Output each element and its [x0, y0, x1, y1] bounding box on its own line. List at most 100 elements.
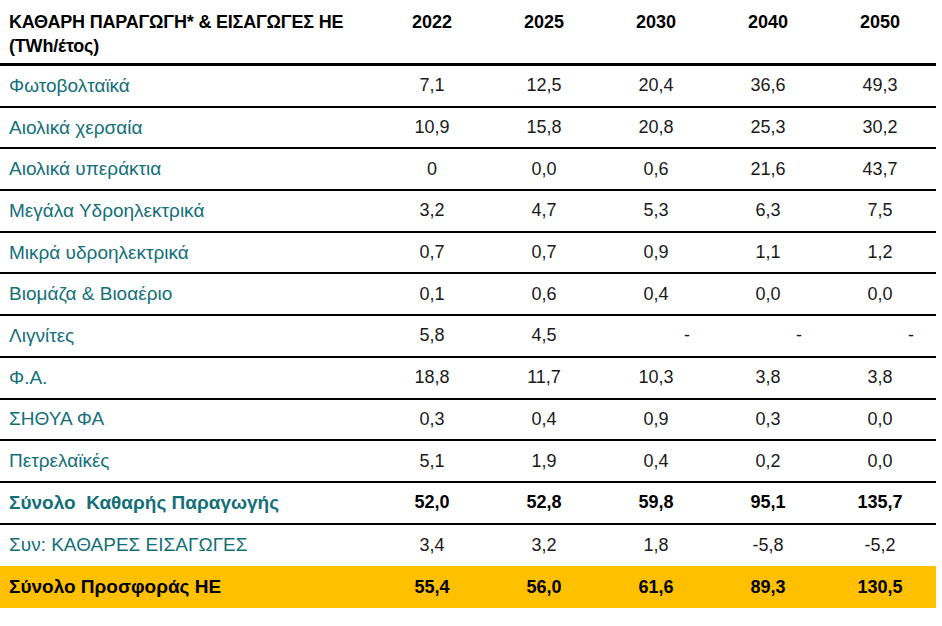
- value-cell: 52,0: [376, 492, 488, 513]
- value-cell: 4,5: [488, 325, 600, 346]
- row-label: Βιομάζα & Βιοαέριο: [0, 283, 376, 305]
- value-cell: 89,3: [712, 577, 824, 598]
- table-row: Μικρά υδροηλεκτρικά 0,7 0,7 0,9 1,1 1,2: [0, 233, 936, 275]
- table-row: Μεγάλα Υδροηλεκτρικά 3,2 4,7 5,3 6,3 7,5: [0, 191, 936, 233]
- value-cell: 5,8: [376, 325, 488, 346]
- value-cell: 0,7: [488, 242, 600, 263]
- row-label: Αιολικά υπεράκτια: [0, 158, 376, 180]
- value-cell: -5,8: [712, 535, 824, 556]
- value-cell: 1,2: [824, 242, 936, 263]
- value-cell: 0,2: [712, 451, 824, 472]
- value-cell: 10,3: [600, 367, 712, 388]
- value-cell: 0,9: [600, 409, 712, 430]
- value-cell: 43,7: [824, 159, 936, 180]
- value-cell: 1,8: [600, 535, 712, 556]
- value-cell: 130,5: [824, 577, 936, 598]
- row-label: Πετρελαϊκές: [0, 450, 376, 472]
- value-cell: 5,1: [376, 451, 488, 472]
- value-cell: 3,8: [712, 367, 824, 388]
- value-cell: 56,0: [488, 577, 600, 598]
- value-cell: 0,0: [824, 409, 936, 430]
- value-cell: 135,7: [824, 492, 936, 513]
- value-cell: 0,4: [600, 284, 712, 305]
- value-cell: 0,6: [600, 159, 712, 180]
- table-header: ΚΑΘΑΡΗ ΠΑΡΑΓΩΓΗ* & ΕΙΣΑΓΩΓΕΣ ΗΕ (TWh/έτο…: [0, 0, 936, 66]
- value-cell: -: [712, 325, 824, 346]
- value-cell: 1,9: [488, 451, 600, 472]
- row-label: Μικρά υδροηλεκτρικά: [0, 242, 376, 264]
- value-cell: 21,6: [712, 159, 824, 180]
- year-header-2022: 2022: [376, 10, 488, 34]
- value-cell: 30,2: [824, 117, 936, 138]
- value-cell: 5,3: [600, 200, 712, 221]
- table-row: ΣΗΘΥΑ ΦΑ 0,3 0,4 0,9 0,3 0,0: [0, 400, 936, 442]
- value-cell: 0,0: [488, 159, 600, 180]
- row-label: ΣΗΘΥΑ ΦΑ: [0, 408, 376, 430]
- value-cell: 10,9: [376, 117, 488, 138]
- value-cell: 0,3: [376, 409, 488, 430]
- value-cell: 3,4: [376, 535, 488, 556]
- row-label: Σύνολο Καθαρής Παραγωγής: [0, 492, 376, 514]
- value-cell: 0,1: [376, 284, 488, 305]
- value-cell: -: [824, 325, 936, 346]
- value-cell: 0,0: [712, 284, 824, 305]
- row-label: Φωτοβολταϊκά: [0, 75, 376, 97]
- value-cell: 15,8: [488, 117, 600, 138]
- value-cell: 25,3: [712, 117, 824, 138]
- value-cell: 1,1: [712, 242, 824, 263]
- table-row: Φωτοβολταϊκά 7,1 12,5 20,4 36,6 49,3: [0, 66, 936, 108]
- value-cell: 6,3: [712, 200, 824, 221]
- value-cell: 52,8: [488, 492, 600, 513]
- table-row: Σύνολο Προσφοράς ΗΕ 55,4 56,0 61,6 89,3 …: [0, 566, 936, 608]
- table-title: ΚΑΘΑΡΗ ΠΑΡΑΓΩΓΗ* & ΕΙΣΑΓΩΓΕΣ ΗΕ (TWh/έτο…: [0, 10, 376, 58]
- table-row: Φ.Α. 18,8 11,7 10,3 3,8 3,8: [0, 358, 936, 400]
- table-title-line2: (TWh/έτος): [9, 34, 376, 58]
- value-cell: 4,7: [488, 200, 600, 221]
- value-cell: 95,1: [712, 492, 824, 513]
- value-cell: 0,0: [824, 451, 936, 472]
- value-cell: 0,7: [376, 242, 488, 263]
- table-row: Συν: ΚΑΘΑΡΕΣ ΕΙΣΑΓΩΓΕΣ 3,4 3,2 1,8 -5,8 …: [0, 525, 936, 567]
- value-cell: 20,8: [600, 117, 712, 138]
- year-header-2050: 2050: [824, 10, 936, 34]
- value-cell: 55,4: [376, 577, 488, 598]
- value-cell: 49,3: [824, 75, 936, 96]
- value-cell: 7,1: [376, 75, 488, 96]
- table-row: Λιγνίτες 5,8 4,5 - - -: [0, 316, 936, 358]
- value-cell: 20,4: [600, 75, 712, 96]
- table-row: Βιομάζα & Βιοαέριο 0,1 0,6 0,4 0,0 0,0: [0, 274, 936, 316]
- value-cell: 0,9: [600, 242, 712, 263]
- value-cell: 0,0: [824, 284, 936, 305]
- table-row: Σύνολο Καθαρής Παραγωγής 52,0 52,8 59,8 …: [0, 483, 936, 525]
- value-cell: 0: [376, 159, 488, 180]
- value-cell: -: [600, 325, 712, 346]
- row-label: Μεγάλα Υδροηλεκτρικά: [0, 200, 376, 222]
- value-cell: 0,4: [600, 451, 712, 472]
- year-header-2025: 2025: [488, 10, 600, 34]
- value-cell: 11,7: [488, 367, 600, 388]
- value-cell: 0,6: [488, 284, 600, 305]
- table-title-line1: ΚΑΘΑΡΗ ΠΑΡΑΓΩΓΗ* & ΕΙΣΑΓΩΓΕΣ ΗΕ: [9, 10, 376, 34]
- value-cell: 3,2: [376, 200, 488, 221]
- value-cell: 0,4: [488, 409, 600, 430]
- row-label: Συν: ΚΑΘΑΡΕΣ ΕΙΣΑΓΩΓΕΣ: [0, 534, 376, 556]
- row-label: Λιγνίτες: [0, 325, 376, 347]
- row-label: Φ.Α.: [0, 367, 376, 389]
- table-row: Αιολικά υπεράκτια 0 0,0 0,6 21,6 43,7: [0, 149, 936, 191]
- value-cell: 59,8: [600, 492, 712, 513]
- table-row: Πετρελαϊκές 5,1 1,9 0,4 0,2 0,0: [0, 441, 936, 483]
- value-cell: 61,6: [600, 577, 712, 598]
- value-cell: 0,3: [712, 409, 824, 430]
- value-cell: 12,5: [488, 75, 600, 96]
- year-header-2040: 2040: [712, 10, 824, 34]
- value-cell: 3,8: [824, 367, 936, 388]
- year-header-2030: 2030: [600, 10, 712, 34]
- value-cell: 3,2: [488, 535, 600, 556]
- row-label: Αιολικά χερσαία: [0, 117, 376, 139]
- value-cell: -5,2: [824, 535, 936, 556]
- table-row: Αιολικά χερσαία 10,9 15,8 20,8 25,3 30,2: [0, 108, 936, 150]
- value-cell: 18,8: [376, 367, 488, 388]
- value-cell: 7,5: [824, 200, 936, 221]
- value-cell: 36,6: [712, 75, 824, 96]
- energy-production-table: ΚΑΘΑΡΗ ΠΑΡΑΓΩΓΗ* & ΕΙΣΑΓΩΓΕΣ ΗΕ (TWh/έτο…: [0, 0, 936, 608]
